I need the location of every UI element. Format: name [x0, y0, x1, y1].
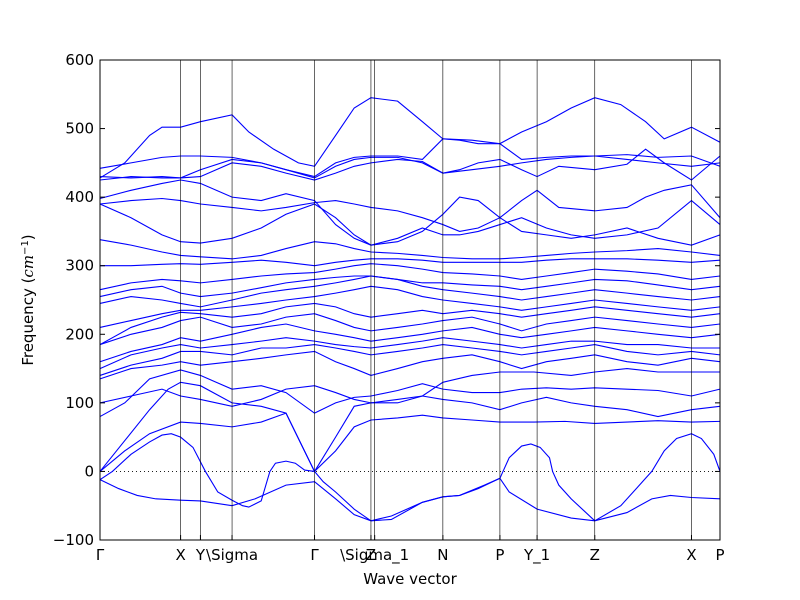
y-axis-label-exp: −1: [20, 240, 31, 255]
x-tick-label-10: Y_1: [523, 546, 550, 565]
band-23: [99, 138, 721, 179]
band-4: [99, 381, 721, 473]
y-tick-label-2: 0: [84, 462, 94, 480]
x-axis-label: Wave vector: [363, 570, 457, 588]
band-1: [99, 477, 721, 522]
band-3: [99, 412, 721, 473]
x-tick-label-3: Y: [195, 546, 206, 564]
band-13: [99, 285, 721, 328]
band-12: [99, 302, 721, 346]
x-tick-label-9: P: [495, 546, 504, 564]
y-tick-label-4: 200: [65, 325, 94, 343]
band-8: [99, 344, 721, 376]
y-tick-label-8: 600: [65, 51, 94, 69]
x-tick-label-1: Γ: [96, 546, 105, 564]
x-tick-label-7: \Sigma_1: [340, 546, 409, 565]
y-tick-label-7: 500: [65, 120, 94, 138]
y-axis-label-unit: cm: [19, 255, 37, 278]
band-25: [99, 97, 721, 179]
band-17: [100, 258, 721, 267]
band-20: [99, 184, 721, 233]
y-axis-label: Frequency (cm−1): [19, 234, 37, 365]
symmetry-lines-layer: [99, 60, 721, 540]
x-tick-label-12: X: [686, 546, 696, 564]
band-22: [99, 148, 721, 181]
x-tick-label-2: X: [175, 546, 185, 564]
bands-layer: [99, 97, 721, 522]
y-axis-label-prefix: Frequency (: [19, 278, 37, 366]
x-tick-label-8: N: [437, 546, 448, 564]
band-7: [99, 350, 721, 380]
x-tick-label-4: \Sigma: [206, 546, 258, 564]
band-6: [99, 368, 720, 407]
y-tick-label-3: 100: [65, 394, 94, 412]
x-tick-label-5: Γ: [310, 546, 319, 564]
y-axis-label-suffix: ): [19, 234, 37, 240]
x-tick-label-6: Z: [366, 546, 376, 564]
band-2: [99, 433, 721, 522]
band-21: [99, 179, 721, 246]
band-19: [99, 196, 721, 246]
x-tick-label-13: P: [715, 546, 724, 564]
ticks-layer: Γ X Y \Sigma Γ Z\Sigma_1 N P Y_1 Z X P−100010020030…: [53, 51, 725, 565]
x-tick-label-11: Z: [590, 546, 600, 564]
y-tick-label-1: −100: [53, 531, 94, 549]
y-tick-label-6: 400: [65, 188, 94, 206]
plot-frame: [99, 59, 721, 541]
y-tick-label-5: 300: [65, 257, 94, 275]
band-16: [99, 263, 721, 291]
